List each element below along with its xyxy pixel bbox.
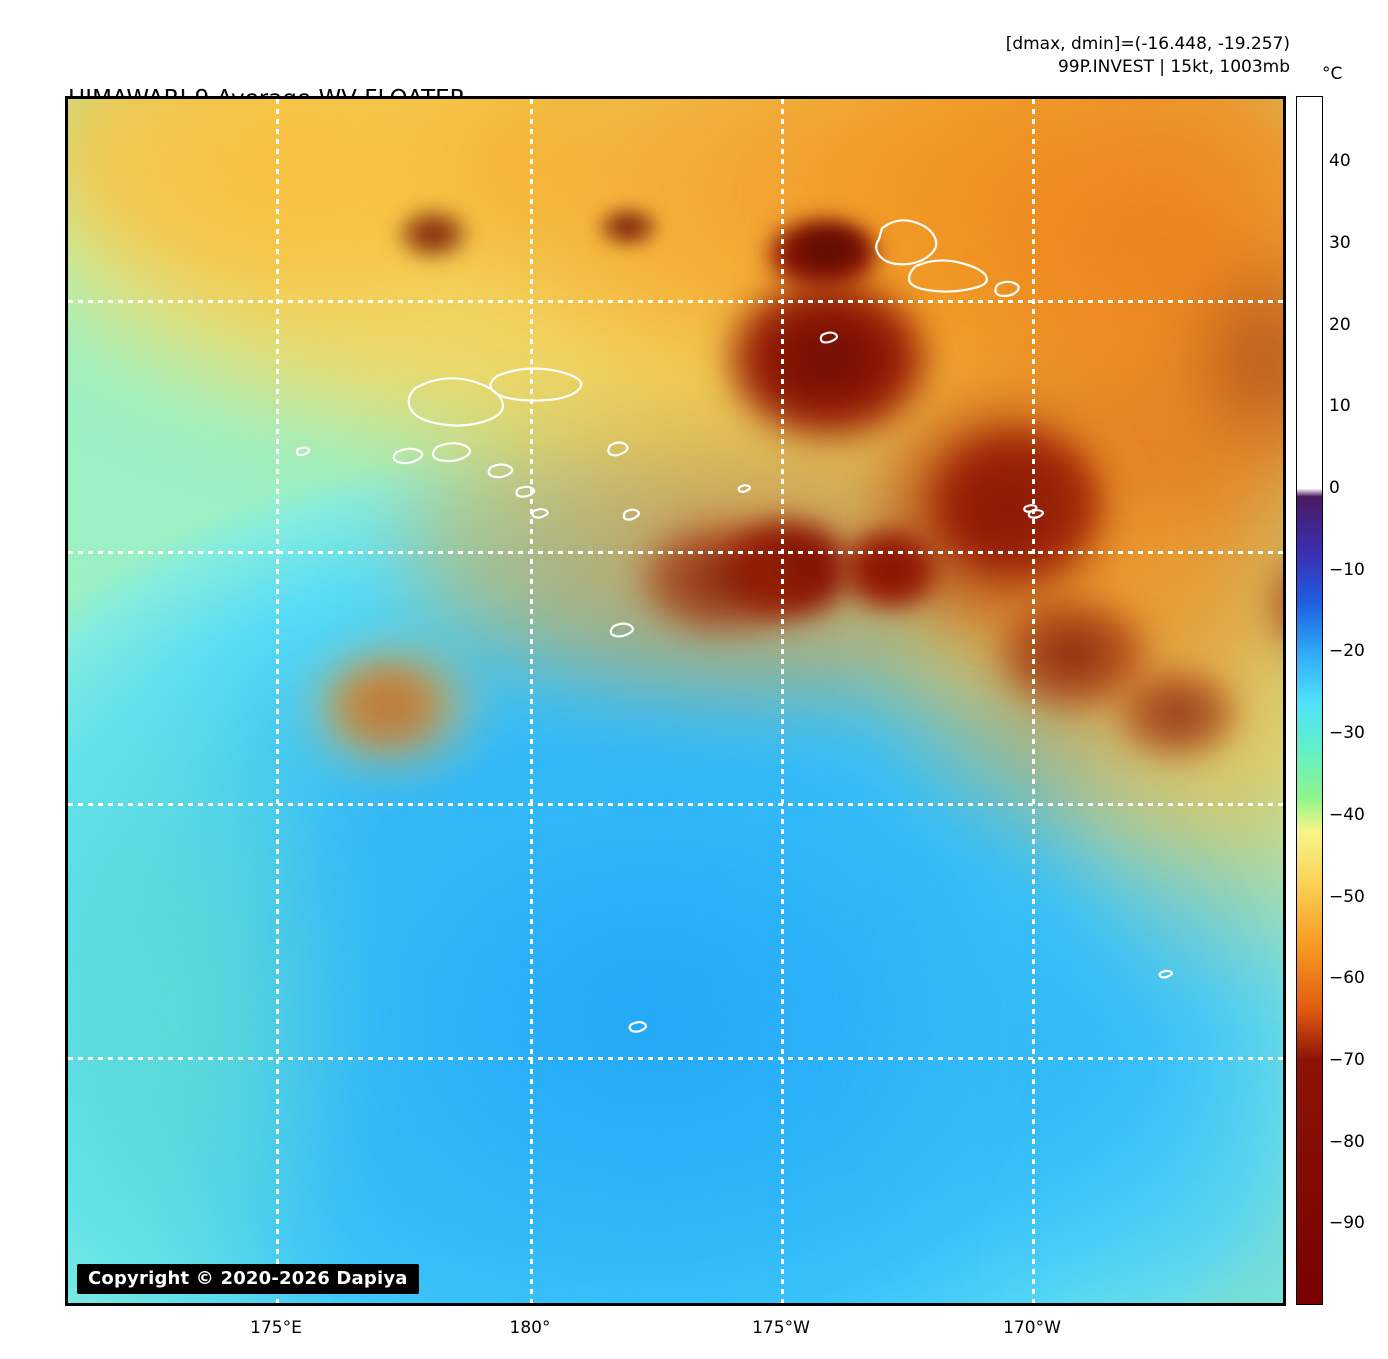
gridline-lon-175E (276, 99, 279, 1303)
colorbar-tick-40: 40 (1329, 151, 1351, 172)
colorbar-tick-labels: 40 30 20 10 0 −10 −20 −30 −40 −50 −60 −70 −80 −90 (1329, 96, 1388, 1305)
gridline-lat-20S (68, 551, 1283, 554)
colorbar-tick--20: −20 (1329, 641, 1365, 662)
island-small-1 (295, 446, 311, 457)
header-info-block: [dmax, dmin]=(-16.448, -19.257) 99P.INVE… (1006, 33, 1290, 79)
dmax-dmin-readout: [dmax, dmin]=(-16.448, -19.257) (1005, 34, 1290, 54)
island-savaii (875, 219, 938, 266)
colorbar-tick-30: 30 (1329, 233, 1351, 254)
island-niue (819, 331, 839, 344)
colorbar-tick--50: −50 (1329, 886, 1365, 907)
lon-tick-170°W: 170°W (1003, 1318, 1061, 1338)
colorbar-unit-label: °C (1322, 64, 1343, 84)
island-upolu (907, 259, 988, 293)
colorbar-tick--40: −40 (1329, 804, 1365, 825)
colorbar-tick--60: −60 (1329, 968, 1365, 989)
colorbar-tick--10: −10 (1329, 559, 1365, 580)
gridline-lat-15S (68, 300, 1283, 303)
island-vanualevu (489, 367, 583, 402)
island-vitilevu (407, 377, 505, 427)
island-haapai (622, 508, 641, 521)
coastline-overlay (295, 219, 1173, 1033)
island-lau3 (515, 485, 536, 498)
island-rarotonga (628, 1021, 647, 1033)
colorbar-tick-10: 10 (1329, 396, 1351, 417)
map-gridlines (68, 99, 1283, 1303)
island-tutuila (994, 280, 1020, 298)
colorbar-gradient (1297, 97, 1322, 1304)
colorbar-tick--80: −80 (1329, 1131, 1365, 1152)
colorbar (1296, 96, 1323, 1305)
gridline-lon-180 (530, 99, 533, 1303)
gridline-lat-25S (68, 803, 1283, 806)
island-small-4 (1027, 509, 1045, 519)
colorbar-tick--90: −90 (1329, 1213, 1365, 1234)
island-lau1 (431, 442, 472, 463)
gridline-lon-175W (781, 99, 784, 1303)
colorbar-tick-0: 0 (1329, 478, 1340, 499)
lon-tick-180°: 180° (509, 1318, 551, 1338)
lon-tick-175°E: 175°E (250, 1318, 302, 1338)
gridline-lat-30S (68, 1057, 1283, 1060)
island-vavau (607, 441, 629, 457)
island-small-2 (737, 484, 751, 493)
copyright-badge: Copyright © 2020-2026 Dapiya (77, 1264, 419, 1294)
map-image: Copyright © 2020-2026 Dapiya (68, 99, 1283, 1303)
storm-info-readout: 99P.INVEST | 15kt, 1003mb (1057, 57, 1290, 77)
satellite-map-plot[interactable]: Copyright © 2020-2026 Dapiya (65, 96, 1286, 1306)
island-tongatapu (609, 622, 635, 638)
island-kadavu (392, 447, 424, 465)
island-small-5 (1158, 969, 1173, 979)
colorbar-tick--70: −70 (1329, 1049, 1365, 1070)
lon-tick-175°W: 175°W (752, 1318, 810, 1338)
gridline-lon-170W (1032, 99, 1035, 1303)
colorbar-tick--30: −30 (1329, 723, 1365, 744)
island-lau4 (531, 508, 549, 519)
island-lau2 (487, 463, 514, 479)
colorbar-tick-20: 20 (1329, 314, 1351, 335)
deep-convection-overlay (68, 99, 1283, 1303)
